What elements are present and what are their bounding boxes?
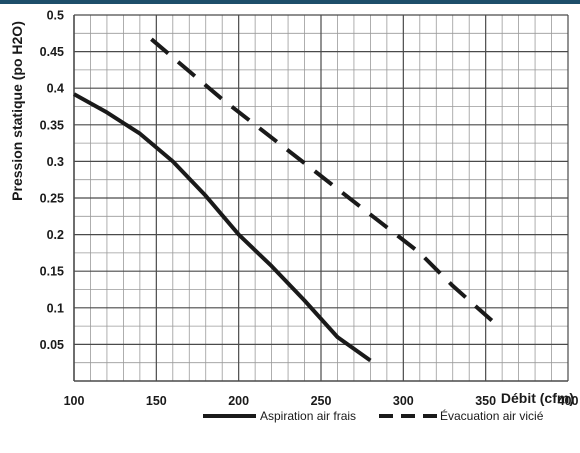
x-tick-label: 350 (475, 394, 496, 408)
series-line-evacuation (150, 37, 496, 324)
y-tick-label: 0.25 (40, 192, 64, 206)
y-tick-label: 0.5 (47, 9, 64, 23)
legend-label-aspiration: Aspiration air frais (260, 409, 356, 423)
x-tick-label: 150 (146, 394, 167, 408)
x-tick-label: 250 (311, 394, 332, 408)
y-tick-label: 0.4 (47, 82, 64, 96)
series-layer (73, 37, 496, 363)
y-tick-label: 0.45 (40, 45, 64, 59)
legend-label-evacuation: Évacuation air vicié (440, 408, 544, 423)
x-tick-label: 200 (228, 394, 249, 408)
y-tick-label: 0.15 (40, 265, 64, 279)
x-tick-label: 400 (558, 394, 579, 408)
y-tick-label: 0.35 (40, 118, 64, 132)
y-axis-title: Pression statique (po H2O) (9, 21, 25, 201)
y-tick-label: 0.1 (47, 301, 64, 315)
y-tick-label: 0.05 (40, 338, 64, 352)
top-bar (0, 0, 580, 4)
x-tick-label: 100 (64, 394, 85, 408)
tick-labels: 100 150 200 250 300 350 400 0.05 0.1 0.15 0.2 0.25 0… (40, 9, 579, 409)
x-tick-label: 300 (393, 394, 414, 408)
legend: Aspiration air frais Évacuation air vici… (203, 408, 544, 423)
series-line-aspiration (73, 92, 372, 363)
y-tick-label: 0.3 (47, 155, 64, 169)
x-axis-title: Débit (cfm) (501, 390, 574, 406)
y-tick-label: 0.2 (47, 228, 64, 242)
grid (73, 14, 569, 382)
